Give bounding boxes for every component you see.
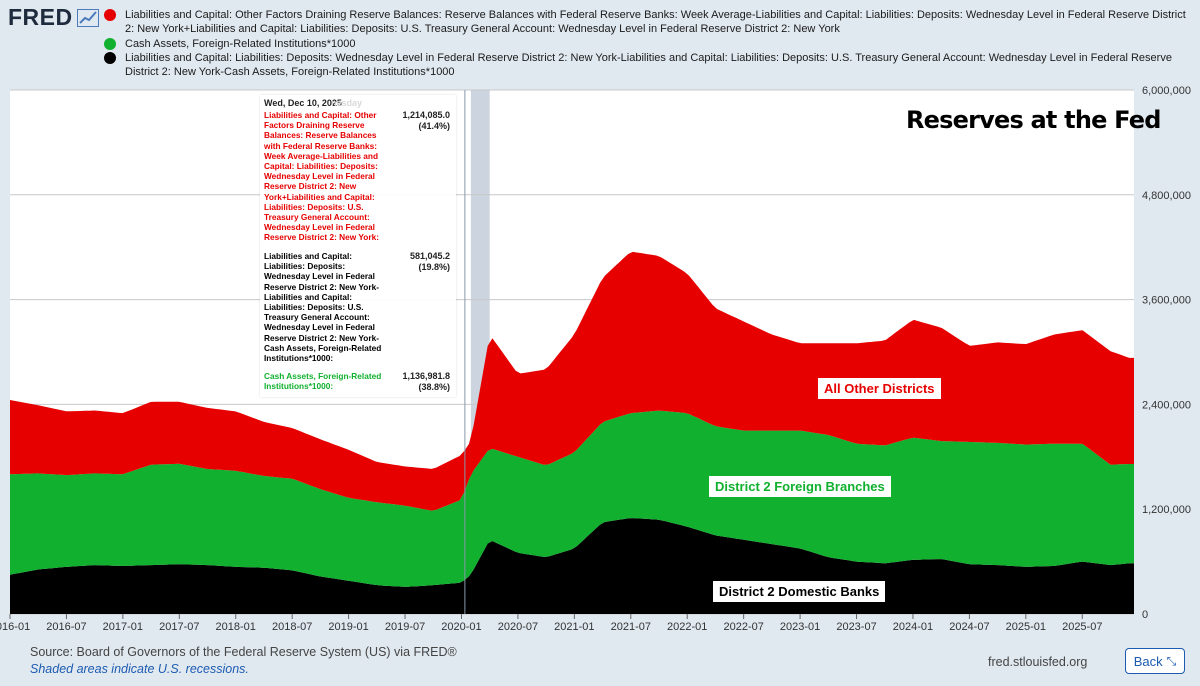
y-tick-label: 3,600,000 <box>1142 295 1191 307</box>
annotation-other-districts: All Other Districts <box>818 378 941 399</box>
tooltip-entry-value: 1,214,085.0 (41.4%) <box>402 110 450 131</box>
back-button-label: Back <box>1133 653 1163 669</box>
x-tick-label: 2017-01 <box>103 621 143 633</box>
tooltip-entry-name: Liabilities and Capital: Liabilities: De… <box>264 251 382 364</box>
fred-logo-text: FRED <box>8 4 73 30</box>
chart-tooltip: Wed, Dec 10, 2025 nesday Liabilities and… <box>260 95 456 397</box>
legend-item[interactable]: Liabilities and Capital: Other Factors D… <box>104 8 1194 37</box>
series-area <box>10 410 1134 587</box>
x-tick-label: 2023-07 <box>836 621 876 633</box>
legend-label: Liabilities and Capital: Other Factors D… <box>125 9 1186 36</box>
annotation-domestic-banks: District 2 Domestic Banks <box>713 581 886 602</box>
legend-dot-icon <box>104 9 116 21</box>
x-tick-label: 2021-07 <box>611 621 651 633</box>
source-note: Source: Board of Governors of the Federa… <box>30 645 457 659</box>
recession-note: Shaded areas indicate U.S. recessions. <box>30 662 249 676</box>
y-tick-label: 0 <box>1142 609 1148 621</box>
tooltip-entry-value: 1,136,981.8 (38.8%) <box>402 371 450 392</box>
x-tick-label: 2024-07 <box>949 621 989 633</box>
x-tick-label: 2021-01 <box>554 621 594 633</box>
tooltip-date-echo: nesday <box>331 98 363 108</box>
y-tick-label: 2,400,000 <box>1142 399 1191 411</box>
chart-legend: Liabilities and Capital: Other Factors D… <box>104 8 1194 79</box>
x-tick-label: 2016-01 <box>0 621 30 633</box>
x-tick-label: 2020-07 <box>498 621 538 633</box>
series-area <box>10 251 1134 511</box>
site-link[interactable]: fred.stlouisfed.org <box>988 655 1088 669</box>
chart-title: Reserves at the Fed <box>906 106 1161 134</box>
tooltip-entry-name: Liabilities and Capital: Other Factors D… <box>264 110 379 243</box>
x-tick-label: 2022-07 <box>723 621 763 633</box>
x-tick-label: 2016-07 <box>46 621 86 633</box>
chart: 6,000,000 4,800,000 3,600,000 2,400,000 1,20… <box>0 85 1191 633</box>
legend-label: Cash Assets, Foreign-Related Institution… <box>125 37 356 50</box>
y-tick-label: 4,800,000 <box>1142 190 1191 202</box>
line-chart-icon <box>76 8 99 27</box>
x-tick-label: 2025-07 <box>1062 621 1102 633</box>
x-tick-label: 2022-01 <box>667 621 707 633</box>
tooltip-entry-value: 581,045.2 (19.8%) <box>409 251 450 272</box>
y-tick-label: 1,200,000 <box>1142 504 1191 516</box>
y-tick-label: 6,000,000 <box>1142 85 1191 97</box>
legend-label: Liabilities and Capital: Liabilities: De… <box>125 51 1172 79</box>
x-tick-label: 2023-01 <box>780 621 820 633</box>
collapse-arrows-icon: ⤡ <box>1166 653 1177 668</box>
x-tick-label: 2025-01 <box>1006 621 1046 633</box>
x-tick-label: 2018-01 <box>216 621 256 633</box>
legend-dot-icon <box>104 51 116 64</box>
legend-item[interactable]: Liabilities and Capital: Liabilities: De… <box>104 51 1194 80</box>
tooltip-date: Wed, Dec 10, 2025 <box>264 98 342 108</box>
x-tick-label: 2018-07 <box>272 621 312 633</box>
x-tick-label: 2017-07 <box>159 621 199 633</box>
tooltip-entry-name: Cash Assets, Foreign-Related Institution… <box>264 371 382 392</box>
fred-logo[interactable]: FRED <box>8 4 99 31</box>
x-tick-label: 2019-07 <box>385 621 425 633</box>
legend-item[interactable]: Cash Assets, Foreign-Related Institution… <box>104 37 1194 51</box>
x-tick-label: 2020-01 <box>441 621 481 633</box>
x-tick-label: 2019-01 <box>328 621 368 633</box>
back-button[interactable]: Back ⤡ <box>1125 648 1185 674</box>
legend-dot-icon <box>104 37 116 50</box>
x-tick-label: 2024-01 <box>893 621 933 633</box>
annotation-foreign-branches: District 2 Foreign Branches <box>709 476 891 497</box>
